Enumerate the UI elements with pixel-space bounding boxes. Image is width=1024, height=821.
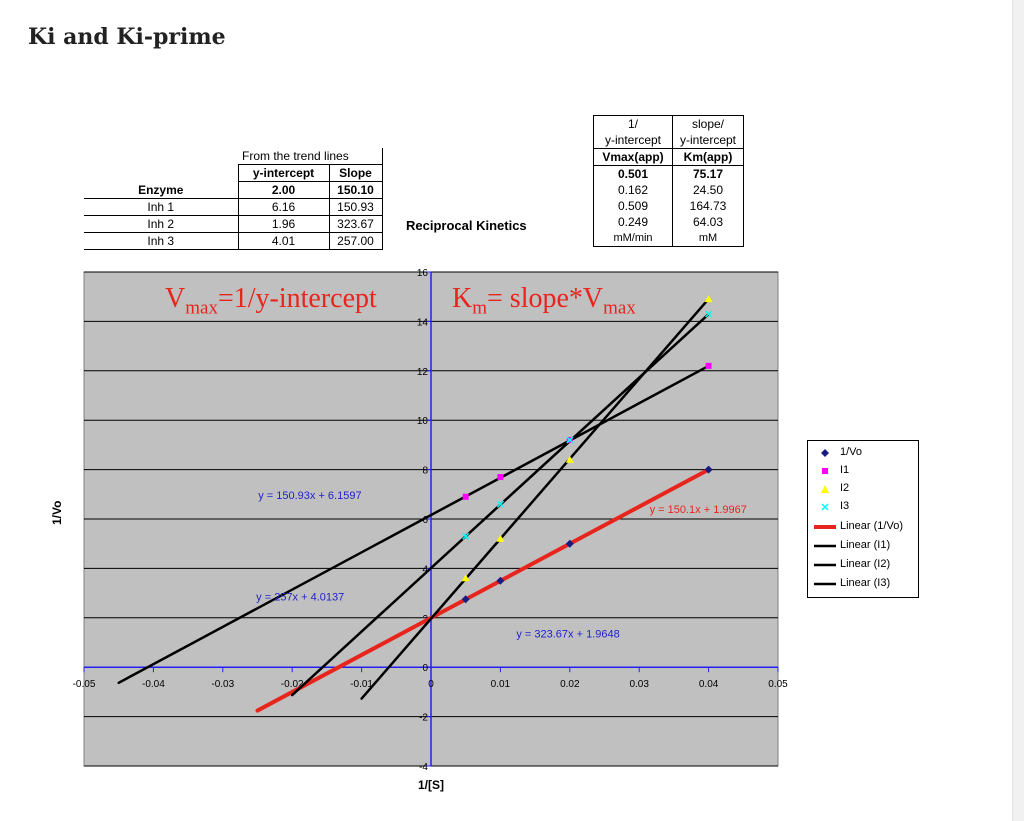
y-tick-label: -4 xyxy=(419,762,428,773)
cell-slope: 150.93 xyxy=(328,198,383,216)
col-header-intercept: y-intercept xyxy=(237,164,330,182)
reciprocal-kinetics-label: Reciprocal Kinetics xyxy=(406,218,527,233)
data-point xyxy=(496,576,505,585)
row-label: Inh 3 xyxy=(84,232,238,250)
red-line-icon xyxy=(814,525,836,529)
trendline-equation: y = 257x + 4.0137 xyxy=(256,592,344,604)
cell-km: 75.17 xyxy=(672,165,744,182)
trendline xyxy=(117,364,710,685)
x-tick-label: -0.02 xyxy=(281,679,304,690)
cell-slope: 150.10 xyxy=(328,181,383,199)
data-point xyxy=(705,310,713,318)
row-label: Inh 2 xyxy=(84,215,238,233)
data-point xyxy=(704,465,713,474)
cell-slope: 323.67 xyxy=(328,215,383,233)
y-axis-label: 1/Vo xyxy=(50,500,64,525)
square-marker-icon xyxy=(822,468,828,474)
data-point xyxy=(705,362,712,369)
col-header-km: Km(app) xyxy=(672,148,744,166)
trend-table-caption: From the trend lines xyxy=(238,148,383,165)
trendline-equation: y = 150.93x + 6.1597 xyxy=(258,490,361,502)
cell-km: 24.50 xyxy=(672,182,744,198)
x-marker-icon xyxy=(821,503,829,511)
x-tick-label: 0.03 xyxy=(629,679,649,690)
legend-item: Linear (1/Vo) xyxy=(808,518,918,536)
x-tick-label: 0.05 xyxy=(768,679,788,690)
data-point xyxy=(461,574,470,582)
data-point xyxy=(496,500,504,508)
legend-item: 1/Vo xyxy=(808,444,918,462)
data-point xyxy=(462,493,469,500)
y-tick-label: 4 xyxy=(422,564,428,575)
cell-vmax: 0.501 xyxy=(593,165,673,182)
black-line-icon xyxy=(814,582,836,586)
x-tick-label: -0.03 xyxy=(211,679,234,690)
trendline-equation: y = 323.67x + 1.9648 xyxy=(516,629,619,641)
y-tick-label: 6 xyxy=(422,515,428,526)
y-tick-label: -2 xyxy=(419,713,428,724)
y-tick-label: 14 xyxy=(417,317,429,328)
cell-vmax: 0.509 xyxy=(593,198,673,214)
data-point xyxy=(565,455,574,463)
diamond-marker-icon xyxy=(821,449,829,457)
legend-item: I3 xyxy=(808,498,918,516)
page-title: Ki and Ki-prime xyxy=(28,24,226,50)
trend-lines-table: From the trend lines y-intercept Slope E… xyxy=(84,148,383,250)
chart-legend: 1/Vo I1 I2 I3 Linear (1/Vo) Linear (I1) … xyxy=(807,440,919,598)
legend-item: I1 xyxy=(808,462,918,480)
legend-item: Linear (I3) xyxy=(808,575,918,593)
y-tick-label: 12 xyxy=(417,367,429,378)
legend-item: Linear (I2) xyxy=(808,556,918,574)
cell-intercept: 2.00 xyxy=(237,181,330,199)
x-axis-label: 1/[S] xyxy=(418,778,445,792)
data-point xyxy=(497,474,504,481)
x-tick-label: 0 xyxy=(428,679,434,690)
x-tick-label: -0.04 xyxy=(142,679,165,690)
data-point xyxy=(461,595,470,604)
black-line-icon xyxy=(814,544,836,548)
unit-vmax: mM/min xyxy=(593,230,673,247)
row-header-enzyme: Enzyme xyxy=(84,181,238,199)
cell-km: 64.03 xyxy=(672,214,744,230)
cell-intercept: 4.01 xyxy=(237,232,330,250)
cell-vmax: 0.249 xyxy=(593,214,673,230)
km-annotation: Km= slope*Vmax xyxy=(452,283,636,319)
black-line-icon xyxy=(814,563,836,567)
y-tick-label: 16 xyxy=(417,268,429,279)
data-points xyxy=(461,295,713,604)
x-tick-label: 0.04 xyxy=(699,679,719,690)
data-point xyxy=(565,539,574,548)
kinetics-table: 1/ slope/ y-intercept y-intercept Vmax(a… xyxy=(593,115,744,247)
tick-labels: -0.05 -0.04 -0.03 -0.02 -0.01 0 0.01 0.02 0.03 0.… xyxy=(73,268,789,773)
cell-intercept: 6.16 xyxy=(237,198,330,216)
data-point xyxy=(704,295,713,303)
triangle-marker-icon xyxy=(821,485,829,493)
trendline-equation: y = 150.1x + 1.9967 xyxy=(650,504,747,516)
trendline xyxy=(255,467,711,713)
data-point xyxy=(496,534,505,542)
data-point xyxy=(566,436,574,444)
cell-vmax: 0.162 xyxy=(593,182,673,198)
cell-km: 164.73 xyxy=(672,198,744,214)
x-tick-label: -0.01 xyxy=(350,679,373,690)
page-scrollbar[interactable] xyxy=(1012,0,1024,821)
x-tick-label: -0.05 xyxy=(73,679,96,690)
y-tick-label: 8 xyxy=(422,466,428,477)
y-tick-label: 10 xyxy=(417,416,429,427)
data-point xyxy=(462,532,470,540)
x-tick-label: 0.02 xyxy=(560,679,580,690)
y-tick-label: 0 xyxy=(422,663,428,674)
row-label: Inh 1 xyxy=(84,198,238,216)
vmax-annotation: Vmax=1/y-intercept xyxy=(165,283,377,319)
col-header-vmax: Vmax(app) xyxy=(593,148,673,166)
unit-km: mM xyxy=(672,230,744,247)
legend-item: Linear (I1) xyxy=(808,537,918,555)
legend-item: I2 xyxy=(808,480,918,498)
axes xyxy=(83,271,779,767)
trendline-equations: y = 150.1x + 1.9967 y = 150.93x + 6.1597 y… xyxy=(256,490,747,640)
head-km-a: slope/ xyxy=(672,115,744,132)
x-tick-label: 0.01 xyxy=(491,679,511,690)
cell-slope: 257.00 xyxy=(328,232,383,250)
